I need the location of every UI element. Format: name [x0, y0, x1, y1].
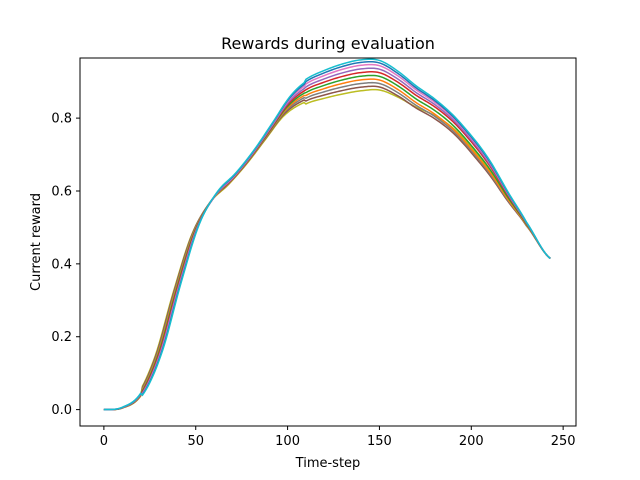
x-tick-label: 200 — [459, 434, 484, 449]
y-axis-label: Current reward — [29, 193, 44, 291]
x-tick-label: 150 — [367, 434, 392, 449]
y-tick-label: 0.6 — [51, 184, 72, 199]
x-tick-label: 100 — [275, 434, 300, 449]
x-tick-label: 250 — [551, 434, 576, 449]
chart-title: Rewards during evaluation — [221, 34, 435, 53]
y-tick-label: 0.0 — [51, 403, 72, 418]
series-lines — [103, 58, 551, 411]
y-tick-label: 0.8 — [51, 112, 72, 127]
axis-ticks: 0 50 100 150 200 250 0.0 0.2 0.4 0.6 0.8 — [51, 112, 575, 449]
x-tick-label: 0 — [100, 434, 108, 449]
y-tick-label: 0.2 — [51, 330, 72, 345]
y-tick-label: 0.4 — [51, 257, 72, 272]
x-axis-label: Time-step — [295, 456, 361, 471]
x-tick-label: 50 — [187, 434, 204, 449]
series-line-10 — [103, 58, 551, 411]
plot-frame — [79, 57, 577, 427]
